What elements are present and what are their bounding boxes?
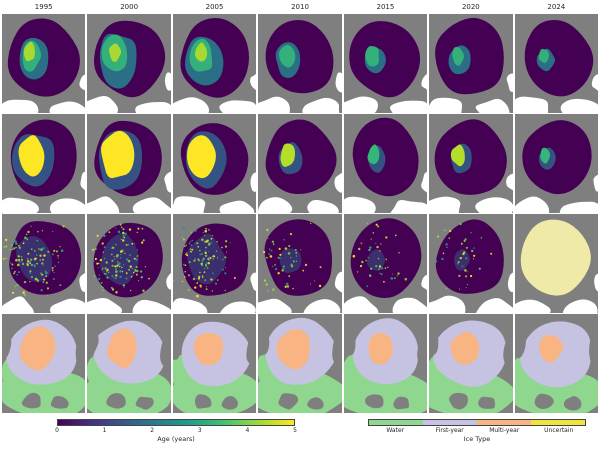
- year-label-2020: 2020: [461, 3, 480, 11]
- ice-type-label-uncertain: Uncertain: [544, 427, 574, 434]
- arctic-map: [514, 314, 598, 413]
- map-panel-row1-1995: [2, 14, 86, 113]
- year-label-2010: 2010: [291, 3, 309, 11]
- map-panel-row4-2005: [172, 314, 257, 413]
- map-panel-row1-2020: [429, 14, 513, 113]
- arctic-map: [429, 114, 513, 213]
- map-panel-row4-2010: [258, 314, 342, 413]
- age-colorbar: 0 1 2 3 4 5 Age (years): [55, 419, 297, 443]
- map-panel-row1-2010: [258, 14, 342, 113]
- map-panel-row3-1995: [2, 214, 86, 313]
- map-panel-row4-2020: [429, 314, 513, 413]
- legend-row: 0 1 2 3 4 5 Age (years) Water First-year Multi-…: [0, 419, 600, 443]
- arctic-map: [343, 114, 428, 213]
- age-colorbar-ticks: 0 1 2 3 4 5: [55, 426, 297, 434]
- map-panel-row1-2005: [172, 14, 257, 113]
- year-label-2000: 2000: [120, 3, 139, 11]
- arctic-map: [514, 114, 598, 213]
- age-colorbar-tick-1: 1: [102, 427, 107, 434]
- age-colorbar-tick-5: 5: [293, 427, 297, 434]
- arctic-map: [429, 314, 513, 413]
- map-panel-row3-2000: [87, 214, 171, 313]
- arctic-map: [258, 314, 342, 413]
- map-panel-row4-1995: [2, 314, 86, 413]
- ice-type-swatch-uncertain: [531, 420, 585, 425]
- map-panel-row4-2000: [87, 314, 171, 413]
- ice-type-legend-labels: Water First-year Multi-year Uncertain: [368, 427, 586, 434]
- map-panel-row2-2005: [172, 114, 257, 213]
- ice-type-swatch-water: [369, 420, 423, 425]
- map-panel-row4-2024: [514, 314, 598, 413]
- arctic-map: [429, 14, 513, 113]
- year-label-2015: 2015: [376, 3, 395, 11]
- arctic-map: [172, 14, 257, 113]
- map-panel-row2-2024: [514, 114, 598, 213]
- age-colorbar-tick-0: 0: [55, 427, 59, 434]
- map-panel-row2-2015: [343, 114, 428, 213]
- map-panel-row2-2000: [87, 114, 171, 213]
- age-colorbar-label: Age (years): [157, 435, 195, 443]
- ice-type-label-multi-year: Multi-year: [489, 427, 520, 434]
- age-colorbar-gradient: [57, 419, 295, 426]
- ice-type-legend: Water First-year Multi-year Uncertain Ice T…: [368, 419, 586, 443]
- arctic-map: [343, 214, 428, 313]
- arctic-map: [2, 214, 86, 313]
- map-panel-row3-2020: [429, 214, 513, 313]
- arctic-map: [258, 114, 342, 213]
- arctic-map: [2, 314, 86, 413]
- map-panel-row1-2000: [87, 14, 171, 113]
- age-colorbar-tick-4: 4: [245, 427, 250, 434]
- arctic-map: [87, 314, 171, 413]
- ice-type-legend-bar: [368, 419, 586, 426]
- ice-type-label-first-year: First-year: [435, 427, 464, 434]
- arctic-map: [87, 114, 171, 213]
- arctic-map: [172, 214, 257, 313]
- map-panel-row4-2015: [343, 314, 428, 413]
- arctic-map: [514, 14, 598, 113]
- map-panel-row1-2024: [514, 14, 598, 113]
- age-colorbar-tick-3: 3: [197, 427, 202, 434]
- ice-type-label-water: Water: [386, 427, 405, 434]
- arctic-map: [514, 214, 598, 313]
- map-grid: [0, 14, 600, 413]
- arctic-map: [258, 214, 342, 313]
- arctic-map: [343, 14, 428, 113]
- arctic-map: [87, 214, 171, 313]
- age-colorbar-tick-2: 2: [150, 427, 155, 434]
- map-panel-row3-2015: [343, 214, 428, 313]
- map-panel-row2-2010: [258, 114, 342, 213]
- year-label-2024: 2024: [547, 3, 566, 11]
- arctic-map: [87, 14, 171, 113]
- arctic-map: [2, 114, 86, 213]
- year-label-1995: 1995: [34, 3, 53, 11]
- year-label-2005: 2005: [205, 3, 224, 11]
- map-panel-row3-2005: [172, 214, 257, 313]
- arctic-map: [172, 114, 257, 213]
- arctic-map: [258, 14, 342, 113]
- arctic-map: [429, 214, 513, 313]
- arctic-map: [343, 314, 428, 413]
- map-panel-row1-2015: [343, 14, 428, 113]
- map-panel-row3-2010: [258, 214, 342, 313]
- arctic-map: [2, 14, 86, 113]
- map-panel-row2-1995: [2, 114, 86, 213]
- ice-type-legend-caption: Ice Type: [463, 435, 491, 443]
- ice-type-swatch-multi-year: [477, 420, 531, 425]
- ice-type-swatch-first-year: [423, 420, 477, 425]
- year-labels: 1995 2000 2005 2010 2015 2020 2024: [0, 0, 600, 14]
- map-panel-row3-2024: [514, 214, 598, 313]
- map-panel-row2-2020: [429, 114, 513, 213]
- arctic-map: [172, 314, 257, 413]
